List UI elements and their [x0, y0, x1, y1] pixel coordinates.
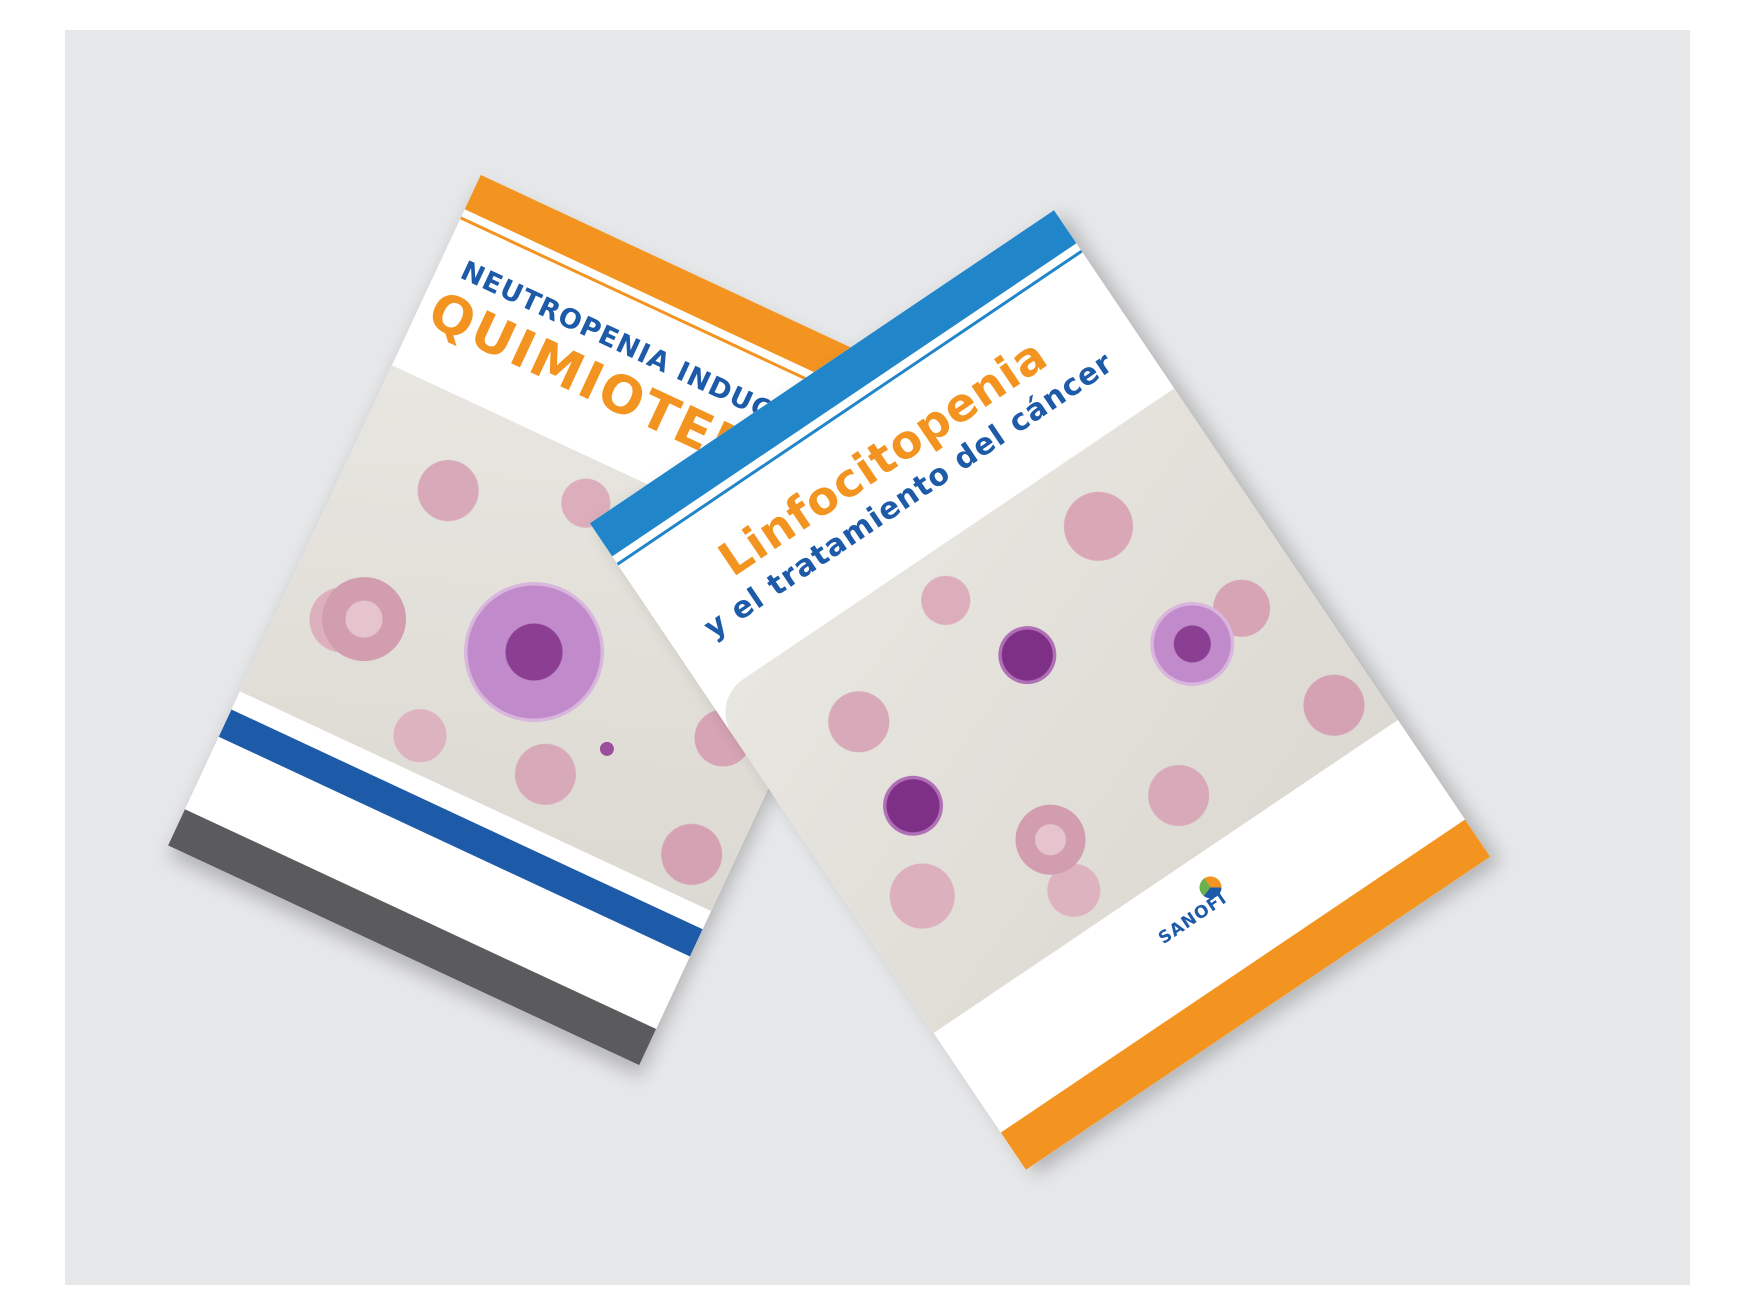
platelet: [597, 739, 617, 759]
sanofi-logo: SANOFI: [1155, 888, 1231, 949]
neutrophil-cell: [441, 559, 628, 746]
neutrophil-cell: [1133, 585, 1251, 703]
red-blood-cell: [308, 563, 420, 675]
lymphocyte-cell: [987, 614, 1068, 696]
red-blood-cell: [1001, 791, 1100, 889]
lymphocyte-cell: [871, 764, 955, 848]
